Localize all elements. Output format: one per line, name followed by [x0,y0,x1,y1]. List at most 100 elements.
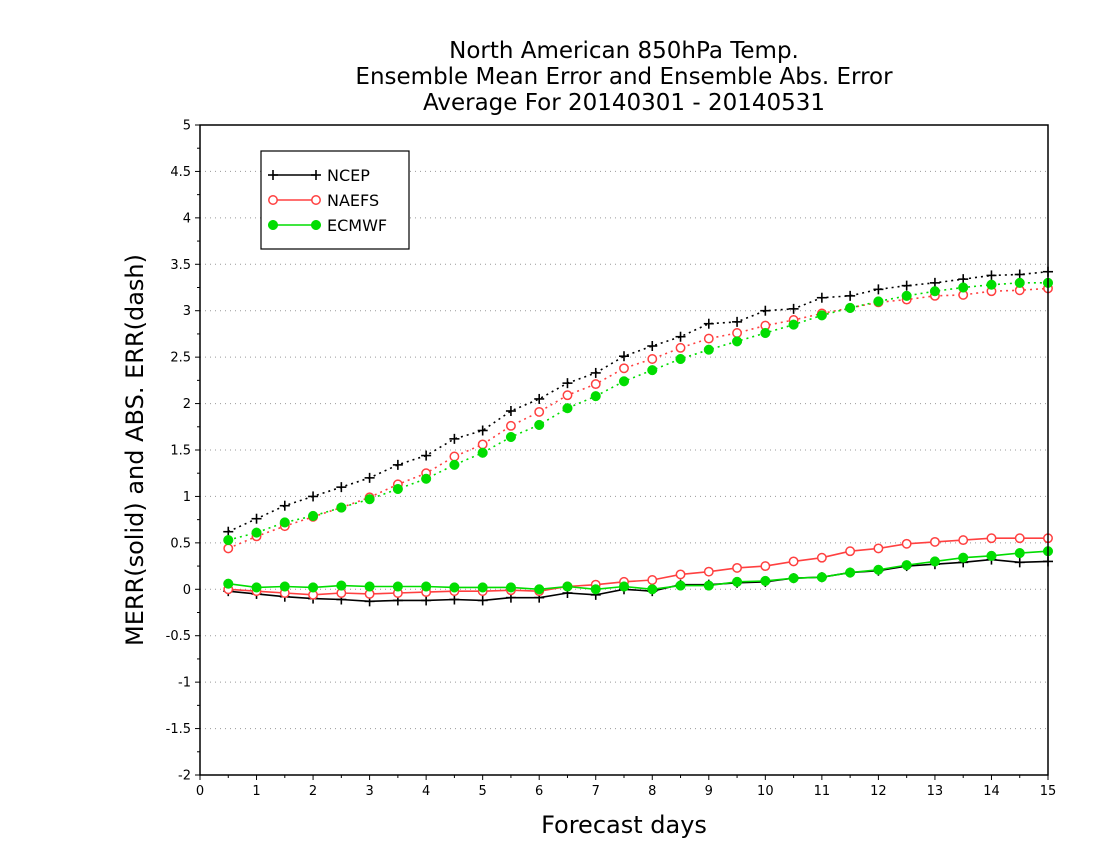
y-tick-label: -1.5 [166,722,191,737]
data-point [562,390,573,401]
data-point [1014,557,1025,568]
chart-title: North American 850hPa Temp.Ensemble Mean… [355,38,893,116]
legend: NCEP NAEFS ECMWF [260,150,410,250]
data-point [223,535,234,546]
data-point [562,403,573,414]
data-point [703,344,714,355]
data-point [505,431,516,443]
data-point [534,419,545,430]
y-tick-label: 0.5 [170,536,191,551]
y-tick-label: 2 [183,397,191,412]
axis-ticks: -2-1.5-1-0.500.511.522.533.544.550 1 2 3 4 5 6… [166,119,1057,800]
y-tick-label: 5 [183,119,191,134]
y-tick-label: 0 [183,583,191,598]
data-point [873,564,884,575]
y-tick-label: 3 [183,304,191,319]
data-point [986,533,997,544]
x-axis-label: Forecast days [541,811,707,839]
data-point [590,367,601,378]
data-point [421,473,432,484]
ecmwf-merr-line [228,550,1049,591]
data-point [477,595,488,606]
data-point [873,543,884,554]
data-point [311,170,321,180]
data-point [788,319,799,330]
data-point [279,500,290,511]
data-point [986,270,997,281]
data-point [816,572,827,583]
data-point [760,327,771,339]
data-point [873,296,884,307]
y-tick-label: 4 [183,211,191,226]
ecmwf-abs-err-points [223,277,1054,546]
legend-label: ECMWF [327,216,387,235]
data-point [788,573,799,584]
data-point [449,459,460,470]
data-point [901,560,912,571]
data-point [279,581,290,592]
data-point [562,378,573,389]
data-point [845,302,856,313]
data-point [619,363,629,374]
data-point [675,342,686,353]
data-point [268,170,278,180]
data-point [703,580,714,591]
data-point [223,578,234,589]
data-point [732,576,743,587]
data-point [647,365,658,376]
data-point [392,459,403,470]
data-point [873,284,884,295]
data-point [505,420,516,431]
data-point [310,219,322,231]
data-point [958,535,969,546]
data-point [675,569,686,580]
x-tick-label: 3 [365,784,373,799]
legend-item-naefs: NAEFS [268,191,379,210]
data-point [619,351,629,362]
y-tick-label: 3.5 [170,258,191,273]
data-point [223,543,234,554]
y-tick-label: 2.5 [170,351,191,366]
ncep-abs-err-points [223,266,1053,537]
ecmwf-merr-points [223,546,1054,595]
data-point [703,333,714,344]
data-point [732,316,743,327]
data-point [336,580,347,591]
data-point [421,450,432,461]
data-point [336,482,347,493]
data-point [505,406,516,416]
data-point [477,582,488,593]
data-point [845,290,856,301]
x-tick-label: 11 [814,784,831,799]
gridlines [200,170,1048,730]
title-line: Ensemble Mean Error and Ensemble Abs. Er… [355,64,893,90]
data-point [449,594,460,605]
naefs-abs-err-points [223,283,1053,554]
legend-item-ecmwf: ECMWF [267,216,387,235]
y-tick-label: 1.5 [170,444,191,459]
x-tick-label: 1 [252,784,260,799]
data-point [647,354,658,364]
data-point [760,305,771,316]
x-tick-label: 9 [705,784,713,799]
series-layer [223,266,1054,607]
data-point [929,536,940,547]
data-point [816,552,827,563]
x-tick-label: 14 [983,784,1000,799]
plot-frame [199,124,1049,776]
data-point [703,318,714,329]
data-point [986,279,997,290]
legend-item-ncep: NCEP [268,166,370,185]
data-point [562,581,573,592]
legend-label: NAEFS [327,191,379,210]
data-point [986,550,997,561]
x-tick-label: 6 [535,784,543,799]
legend-label: NCEP [327,166,370,185]
data-point [760,575,771,586]
data-point [703,566,714,577]
x-tick-label: 7 [592,784,600,799]
data-point [477,439,488,450]
data-point [267,219,279,231]
x-tick-label: 15 [1040,784,1057,799]
